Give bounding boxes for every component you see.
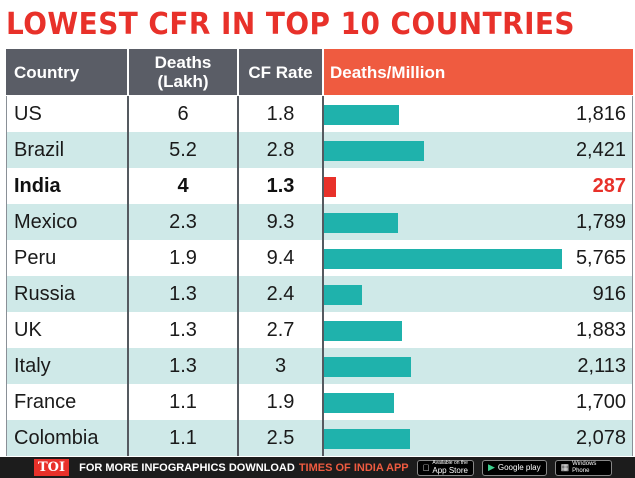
cell-country: Colombia	[14, 426, 99, 449]
windows-icon: ▦	[553, 462, 570, 472]
deaths-per-million-bar	[324, 357, 411, 377]
deaths-per-million-bar	[324, 429, 410, 449]
deaths-per-million-bar	[324, 321, 402, 341]
footer-promo-text: FOR MORE INFOGRAPHICS DOWNLOAD	[79, 461, 295, 474]
toi-logo[interactable]: TOI	[34, 459, 70, 476]
google-play-button[interactable]: ▶ Google play	[481, 459, 547, 476]
cell-deaths: 1.3	[169, 282, 197, 305]
cell-deaths-per-million: 1,789	[575, 210, 626, 233]
cell-deaths-per-million: 1,883	[575, 318, 626, 341]
app-store-label-group: Available on the App Store	[432, 460, 468, 475]
app-store-label: App Store	[425, 466, 468, 475]
cell-cf-rate: 2.8	[266, 138, 295, 161]
cell-country: UK	[14, 318, 42, 341]
table-right-border	[632, 96, 633, 456]
cell-country: Russia	[14, 282, 76, 305]
header-cf-rate: CF Rate	[239, 49, 322, 95]
deaths-per-million-bar	[324, 105, 399, 125]
table-row: Russia 1.3 2.4 916	[6, 276, 633, 312]
cell-deaths-per-million: 5,765	[575, 246, 626, 269]
column-divider	[127, 96, 129, 456]
cell-country: Mexico	[14, 210, 78, 233]
cell-cf-rate: 3	[274, 354, 287, 377]
cell-country: India	[14, 174, 61, 197]
cell-deaths: 6	[177, 102, 189, 125]
windows-phone-label: Windows Phone	[565, 460, 596, 474]
cell-deaths: 4	[177, 174, 189, 197]
windows-phone-button[interactable]: ▦ Windows Phone	[553, 459, 613, 476]
column-divider	[322, 96, 324, 456]
footer-app-brand[interactable]: TIMES OF INDIA APP	[298, 461, 409, 474]
header-country: Country	[6, 49, 127, 95]
deaths-per-million-bar	[324, 285, 362, 305]
cell-country: US	[14, 102, 42, 125]
chart-title: LOWEST CFR IN TOP 10 COUNTRIES	[6, 7, 576, 42]
cell-country: Brazil	[14, 138, 65, 161]
cell-deaths: 1.9	[169, 246, 197, 269]
cell-country: Italy	[14, 354, 51, 377]
cell-cf-rate: 1.3	[266, 174, 295, 197]
cell-country: France	[14, 390, 77, 413]
header-deaths: Deaths (Lakh)	[129, 49, 237, 95]
cell-deaths-per-million: 1,700	[575, 390, 626, 413]
deaths-per-million-bar	[324, 249, 562, 269]
app-store-button[interactable]:  Available on the App Store	[416, 459, 474, 476]
deaths-per-million-bar	[324, 141, 424, 161]
header-deaths-label: Deaths (Lakh)	[154, 53, 212, 91]
table-row: UK 1.3 2.7 1,883	[6, 312, 633, 348]
apple-icon: 	[423, 463, 430, 473]
cell-deaths-per-million: 287	[592, 174, 626, 197]
cell-cf-rate: 1.9	[266, 390, 295, 413]
cell-deaths: 1.3	[169, 318, 197, 341]
header-deaths-per-million: Deaths/Million	[324, 49, 633, 95]
table-row: France 1.1 1.9 1,700	[6, 384, 633, 420]
table-row: Mexico 2.3 9.3 1,789	[6, 204, 633, 240]
cell-deaths-per-million: 1,816	[575, 102, 626, 125]
cell-country: Peru	[14, 246, 57, 269]
cell-deaths-per-million: 2,421	[575, 138, 626, 161]
google-play-label: Google play	[491, 463, 541, 472]
cell-deaths: 1.1	[169, 390, 197, 413]
deaths-per-million-bar	[324, 177, 336, 197]
cell-deaths: 1.1	[169, 426, 197, 449]
cell-cf-rate: 9.4	[266, 246, 295, 269]
cell-deaths-per-million: 2,078	[575, 426, 626, 449]
app-store-small-label: Available on the	[425, 460, 468, 466]
table-row: India 4 1.3 287	[6, 168, 633, 204]
column-divider	[237, 96, 239, 456]
cell-cf-rate: 9.3	[266, 210, 295, 233]
deaths-per-million-bar	[324, 213, 398, 233]
table-row: Italy 1.3 3 2,113	[6, 348, 633, 384]
cell-cf-rate: 2.7	[266, 318, 295, 341]
cell-cf-rate: 1.8	[266, 102, 295, 125]
deaths-per-million-bar	[324, 393, 394, 413]
cell-deaths-per-million: 2,113	[577, 354, 626, 377]
cell-cf-rate: 2.4	[266, 282, 295, 305]
footer-bar: TOI FOR MORE INFOGRAPHICS DOWNLOAD TIMES…	[0, 457, 635, 478]
cell-deaths: 2.3	[169, 210, 197, 233]
cell-deaths-per-million: 916	[592, 282, 626, 305]
cell-deaths: 5.2	[169, 138, 197, 161]
table-row: Brazil 5.2 2.8 2,421	[6, 132, 633, 168]
play-icon: ▶	[481, 462, 495, 472]
table-body: US 6 1.8 1,816 Brazil 5.2 2.8 2,421 India 4 1.3 287…	[6, 96, 633, 456]
cell-deaths: 1.3	[169, 354, 197, 377]
table-header: Country Deaths (Lakh) CF Rate Deaths/Mil…	[6, 49, 633, 95]
table-row: Colombia 1.1 2.5 2,078	[6, 420, 633, 456]
table-row: Peru 1.9 9.4 5,765	[6, 240, 633, 276]
table-row: US 6 1.8 1,816	[6, 96, 633, 132]
cell-cf-rate: 2.5	[266, 426, 295, 449]
table-left-border	[6, 96, 7, 456]
